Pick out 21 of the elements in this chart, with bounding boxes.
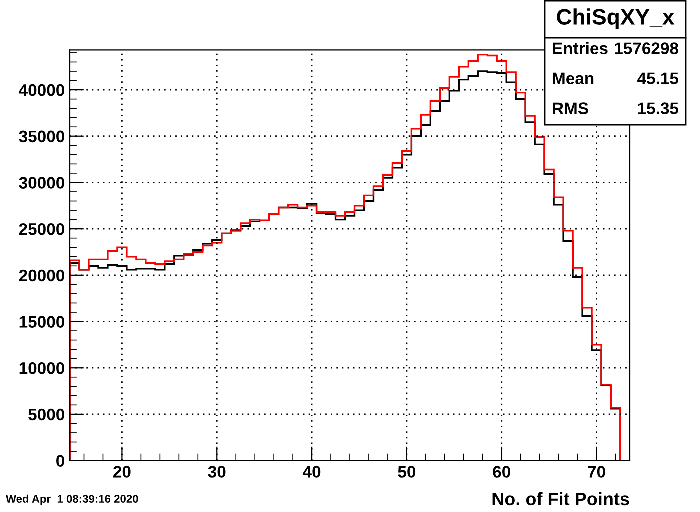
chart-title: ChiSqXY_x <box>557 8 675 30</box>
y-tick-label: 30000 <box>19 177 64 189</box>
text: Mean 45.15 <box>553 72 679 84</box>
y-tick-label: 20000 <box>19 270 64 282</box>
annotation: Entries 1576298 <box>553 42 678 54</box>
y-tick-label: 15000 <box>20 316 64 328</box>
y-tick-label: 35000 <box>19 130 64 143</box>
y-tick-label: 5000 <box>28 408 64 421</box>
y-tick-label: 40000 <box>19 84 64 96</box>
y-tick-label: 25000 <box>19 223 64 236</box>
x-tick-label: 30 <box>208 466 226 478</box>
x-axis-title: No. of Fit Points <box>492 492 630 506</box>
x-tick-label: 70 <box>588 466 606 478</box>
y-tick-label: 0 <box>56 455 64 468</box>
x-tick-label: 20 <box>114 466 131 478</box>
x-tick-label: 50 <box>398 466 416 478</box>
text: RMS 15.35 <box>553 102 679 114</box>
text: Wed Apr 1 08:39:16 2020 <box>6 494 138 506</box>
x-tick-label: 60 <box>493 466 510 478</box>
y-tick-label: 10000 <box>20 362 64 374</box>
x-tick-label: 40 <box>303 466 321 478</box>
